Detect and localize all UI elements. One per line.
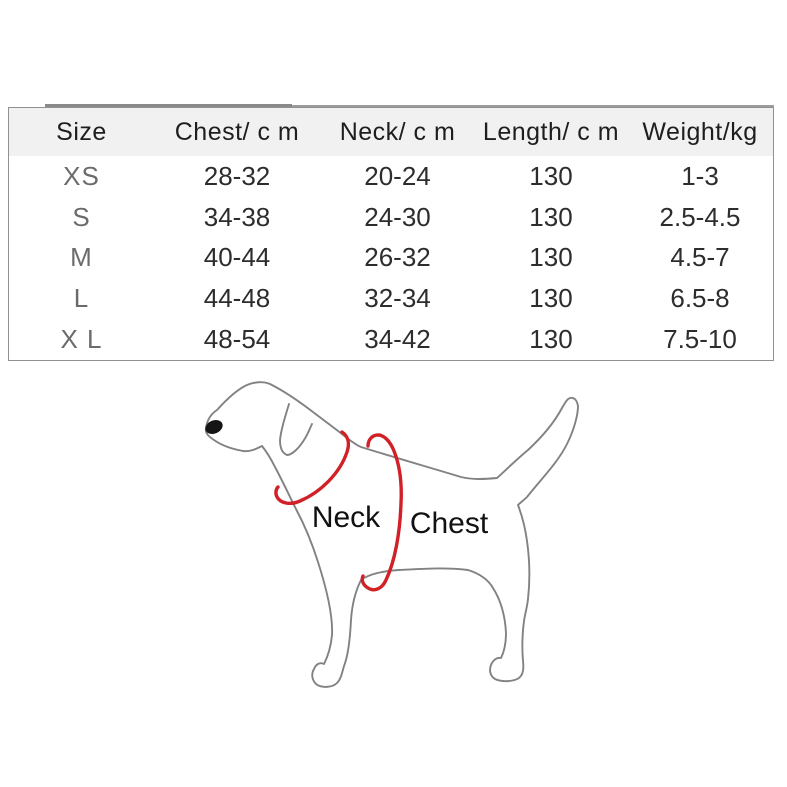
weight-value: 1-3 [681,160,719,191]
neck-value: 34-42 [364,324,431,355]
size-label: X L [60,324,103,355]
size-label: M [70,242,93,273]
weight-value: 4.5-7 [670,242,730,273]
weight-value: 7.5-10 [663,324,737,355]
chest-measure-line [360,433,403,592]
table-row: L 44-48 32-34 130 6.5-8 [9,278,773,319]
neck-measure-line [274,430,351,506]
header-cell-neck: Neck/ c m [339,117,456,146]
header-cell-chest: Chest/ c m [174,117,300,146]
size-label: XS [63,160,100,191]
chest-value: 34-38 [203,201,271,232]
dog-outline [204,381,579,688]
weight-value: 2.5-4.5 [659,201,741,232]
dog-nose [205,420,223,434]
header-cell-size: Size [56,117,107,146]
header-cell-weight: Weight/kg [642,117,758,146]
table-row: M 40-44 26-32 130 4.5-7 [9,238,773,279]
neck-value: 26-32 [364,242,431,273]
size-label: L [73,283,90,314]
table-row: XS 28-32 20-24 130 1-3 [9,156,773,197]
header-cell-length: Length/ c m [482,117,620,146]
table-row: X L 48-54 34-42 130 7.5-10 [9,319,773,360]
neck-value: 32-34 [364,283,431,314]
length-value: 130 [529,201,573,232]
chest-label: Chest [410,507,489,540]
chest-value: 28-32 [203,160,271,191]
chest-value: 40-44 [203,242,271,273]
neck-value: 24-30 [364,201,431,232]
length-value: 130 [529,242,573,273]
chest-value: 48-54 [203,324,271,355]
dog-ear-line [279,403,313,456]
chest-value: 44-48 [203,283,271,314]
weight-value: 6.5-8 [670,283,730,314]
table-row: S 34-38 24-30 130 2.5-4.5 [9,197,773,238]
size-label: S [72,201,91,232]
size-table: Size Chest/ c m Neck/ c m Length/ c m We… [8,107,774,361]
table-header-row: Size Chest/ c m Neck/ c m Length/ c m We… [9,108,773,156]
neck-value: 20-24 [364,160,431,191]
table-top-edge-artifact [292,105,774,107]
length-value: 130 [529,324,573,355]
length-value: 130 [529,283,573,314]
table-top-edge-artifact [45,104,292,107]
length-value: 130 [529,160,573,191]
neck-label: Neck [312,501,381,534]
